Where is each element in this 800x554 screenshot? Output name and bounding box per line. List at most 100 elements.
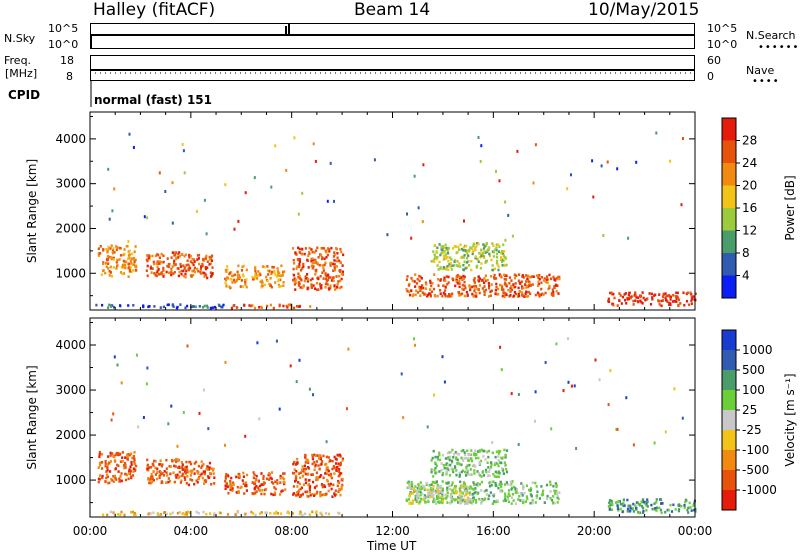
data-cell-velocity-5: [332, 464, 335, 468]
data-cell-velocity-8: [463, 470, 467, 474]
data-cell-power-5: [317, 288, 320, 291]
data-cell-power-0: [130, 262, 133, 265]
data-cell-power-8: [552, 290, 555, 294]
data-cell-power-5: [335, 265, 338, 268]
data-cell-velocity-0: [117, 453, 120, 457]
data-cell-power-9: [480, 254, 483, 258]
data-cell-power-6: [201, 306, 205, 309]
data-cell-velocity-7: [531, 499, 534, 502]
data-cell-velocity-2: [208, 461, 212, 465]
colorbar-segment-velocity: [722, 450, 736, 470]
data-cell-power-9: [484, 261, 487, 264]
data-cell-velocity-2: [193, 472, 196, 475]
data-cell-power-8: [418, 274, 421, 278]
data-cell-velocity-1: [169, 472, 172, 476]
data-cell-power-0: [109, 247, 112, 250]
data-cell-velocity-2: [189, 478, 192, 481]
data-cell-velocity-6: [202, 510, 205, 514]
sparse-echo-velocity: [400, 372, 403, 376]
data-cell-velocity-7: [492, 494, 495, 498]
data-cell-power-0: [116, 258, 119, 262]
data-cell-power-2: [204, 257, 208, 260]
data-cell-power-10: [682, 291, 685, 295]
data-cell-power-5: [314, 249, 318, 252]
colorbar-segment-power: [722, 140, 736, 163]
data-cell-velocity-8: [455, 457, 458, 461]
data-cell-velocity-0: [111, 452, 114, 455]
sparse-echo-power: [532, 181, 535, 185]
data-cell-power-8: [483, 290, 486, 294]
data-cell-power-4: [277, 278, 280, 281]
data-cell-power-2: [210, 275, 213, 278]
data-cell-velocity-7: [417, 494, 420, 498]
sparse-echo-velocity: [491, 441, 494, 444]
data-cell-velocity-9: [450, 500, 453, 503]
data-cell-power-5: [297, 275, 300, 279]
data-cell-power-5: [321, 246, 324, 250]
data-cell-power-10: [623, 293, 626, 296]
data-cell-power-9: [449, 256, 452, 259]
data-cell-velocity-6: [102, 513, 105, 517]
data-cell-velocity-0: [105, 470, 108, 473]
sparse-echo-velocity: [414, 343, 416, 347]
data-cell-power-6: [198, 305, 201, 308]
data-cell-power-8: [495, 285, 498, 289]
data-cell-velocity-7: [504, 498, 507, 501]
data-cell-velocity-7: [436, 483, 439, 487]
data-cell-velocity-2: [183, 476, 186, 479]
data-cell-velocity-0: [124, 464, 127, 467]
data-cell-power-9: [477, 260, 480, 263]
sparse-echo-velocity: [607, 403, 610, 407]
data-cell-power-8: [458, 294, 461, 297]
data-cell-velocity-9: [432, 484, 435, 488]
data-cell-power-8: [458, 279, 461, 283]
data-cell-velocity-4: [274, 480, 277, 484]
colorbar-segment-power: [722, 208, 736, 231]
data-cell-velocity-10: [617, 500, 620, 503]
data-cell-velocity-8: [442, 464, 445, 467]
data-cell-velocity-10: [664, 510, 667, 514]
x-tick-label: 16:00: [476, 524, 511, 538]
data-cell-velocity-0: [126, 458, 129, 461]
data-cell-velocity-5: [339, 461, 342, 465]
beam-title: Beam 14: [354, 0, 431, 20]
data-cell-power-7: [287, 303, 290, 307]
data-cell-velocity-0: [129, 469, 132, 473]
data-cell-power-8: [439, 292, 442, 295]
data-cell-power-0: [119, 247, 122, 250]
data-cell-velocity-7: [434, 481, 437, 485]
data-cell-power-5: [330, 279, 334, 282]
data-cell-velocity-3: [230, 476, 233, 480]
data-cell-velocity-5: [319, 457, 322, 461]
data-cell-velocity-7: [441, 497, 444, 501]
data-cell-power-10: [641, 291, 644, 294]
data-cell-velocity-5: [317, 464, 320, 467]
data-cell-velocity-7: [492, 480, 495, 483]
data-cell-velocity-7: [478, 482, 481, 486]
data-cell-power-4: [269, 284, 272, 287]
data-cell-power-8: [498, 273, 501, 276]
sparse-echo-velocity: [544, 361, 547, 364]
data-cell-velocity-10: [626, 507, 630, 511]
data-cell-velocity-7: [428, 488, 431, 492]
data-cell-velocity-6: [185, 513, 188, 516]
data-cell-power-5: [336, 252, 339, 255]
data-cell-power-9: [461, 255, 465, 258]
sparse-echo-power: [143, 215, 146, 219]
data-cell-velocity-0: [114, 476, 117, 480]
data-cell-velocity-8: [448, 458, 451, 462]
data-cell-velocity-7: [476, 492, 479, 495]
data-cell-power-5: [297, 284, 300, 287]
data-cell-velocity-7: [496, 499, 499, 502]
data-cell-velocity-7: [507, 492, 510, 495]
colorbar-frame-velocity: [721, 329, 737, 511]
data-cell-power-8: [451, 292, 454, 296]
sparse-echo-velocity: [625, 396, 628, 400]
data-cell-power-8: [415, 282, 419, 285]
data-cell-velocity-4: [279, 477, 282, 480]
data-cell-velocity-3: [230, 483, 233, 486]
data-cell-velocity-2: [207, 468, 211, 471]
data-cell-power-5: [321, 271, 324, 274]
data-cell-power-2: [182, 264, 185, 267]
data-cell-power-7: [258, 306, 261, 309]
